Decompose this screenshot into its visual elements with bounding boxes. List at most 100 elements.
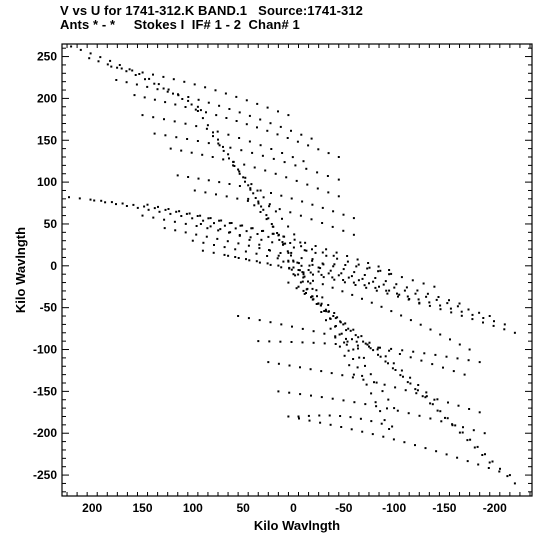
uv-point (245, 230, 248, 233)
y-tick-label: 50 (44, 217, 58, 231)
uv-point (446, 302, 449, 305)
uv-point (238, 170, 241, 173)
uv-point (390, 272, 393, 275)
uv-point (282, 260, 285, 263)
uv-point (199, 214, 202, 217)
uv-point (213, 244, 215, 246)
uv-point (255, 260, 258, 263)
uv-point (247, 244, 250, 247)
uv-point (290, 197, 293, 200)
uv-point (346, 340, 349, 343)
uv-point (222, 149, 225, 152)
uv-point (349, 416, 352, 419)
uv-point (141, 114, 144, 117)
uv-point (424, 447, 427, 450)
uv-point (173, 220, 176, 223)
uv-point (355, 265, 358, 268)
uv-point (134, 74, 137, 76)
uv-point (329, 269, 332, 272)
uv-point (262, 229, 265, 232)
uv-point (204, 191, 207, 194)
uv-point (276, 257, 279, 260)
uv-point (362, 356, 365, 359)
uv-point (304, 241, 307, 244)
uv-point (344, 322, 347, 325)
uv-point (282, 243, 285, 246)
x-tick-label: -200 (483, 501, 507, 515)
uv-point (508, 474, 511, 477)
uv-point (298, 417, 300, 420)
uv-point (228, 183, 231, 185)
uv-point (291, 156, 294, 159)
uv-point (292, 273, 295, 276)
uv-point (164, 208, 167, 211)
uv-point (196, 105, 199, 108)
uv-point (244, 180, 246, 183)
uv-point (209, 225, 212, 228)
uv-point (223, 246, 226, 249)
uv-point (245, 99, 248, 102)
uv-point (322, 263, 325, 266)
uv-point (268, 249, 270, 251)
uv-point (307, 269, 310, 271)
uv-point (186, 138, 189, 140)
uv-point (435, 298, 438, 301)
uv-point (395, 283, 398, 286)
uv-point (312, 341, 315, 344)
uv-point (409, 382, 412, 385)
uv-point (280, 266, 283, 269)
uv-point (478, 361, 481, 364)
uv-point (458, 302, 461, 305)
uv-point (279, 340, 282, 343)
uv-point (359, 417, 362, 420)
uv-point (351, 376, 354, 379)
uv-point (384, 355, 387, 358)
uv-point (411, 279, 414, 282)
uv-point (148, 77, 151, 80)
uv-point (303, 292, 306, 295)
uv-point (447, 401, 449, 404)
uv-point (361, 297, 363, 300)
uv-point (193, 83, 196, 86)
uv-point (429, 328, 432, 331)
uv-point (216, 130, 219, 133)
uv-point (281, 241, 284, 244)
uv-point (418, 414, 421, 417)
uv-point (115, 79, 118, 81)
uv-point (356, 258, 359, 261)
uv-point (299, 281, 302, 284)
uv-point (374, 277, 377, 279)
y-tick-label: -150 (33, 384, 57, 398)
uv-point (352, 233, 355, 236)
uv-point (327, 191, 330, 194)
uv-point (259, 189, 262, 192)
uv-point (218, 104, 221, 107)
uv-point (138, 73, 141, 75)
uv-point (311, 203, 314, 206)
uv-point (297, 285, 300, 288)
uv-point (334, 335, 337, 338)
uv-point (353, 401, 356, 404)
uv-point (352, 373, 355, 376)
uv-point (301, 271, 304, 274)
uv-point (416, 389, 419, 392)
uv-point (368, 282, 370, 285)
uv-point (195, 225, 198, 227)
uv-point (301, 200, 304, 203)
uv-point (191, 217, 194, 220)
uv-point (260, 205, 263, 208)
uv-point (259, 118, 262, 121)
uv-point (152, 73, 154, 76)
uv-point (372, 280, 375, 283)
uv-point (419, 323, 422, 326)
x-tick-label: 50 (236, 501, 250, 515)
uv-point (207, 101, 210, 104)
uv-point (467, 308, 470, 311)
uv-point (437, 296, 440, 298)
uv-point (207, 217, 210, 220)
uv-point (271, 241, 274, 244)
uv-point (133, 94, 136, 97)
y-tick-label: -50 (40, 301, 58, 315)
uv-point (237, 242, 240, 245)
uv-point (253, 166, 256, 169)
